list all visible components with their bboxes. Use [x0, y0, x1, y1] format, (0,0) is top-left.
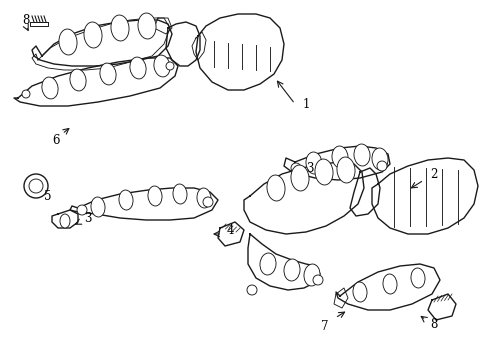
Polygon shape: [30, 22, 48, 26]
Polygon shape: [349, 168, 379, 216]
Polygon shape: [333, 288, 347, 308]
Polygon shape: [371, 158, 477, 234]
Ellipse shape: [353, 144, 369, 166]
Circle shape: [312, 275, 323, 285]
Ellipse shape: [59, 29, 77, 55]
Ellipse shape: [336, 157, 354, 183]
Ellipse shape: [314, 159, 332, 185]
Polygon shape: [154, 18, 172, 34]
Ellipse shape: [305, 152, 322, 174]
Polygon shape: [244, 162, 363, 234]
Ellipse shape: [119, 190, 133, 210]
Circle shape: [290, 163, 301, 173]
Ellipse shape: [382, 274, 396, 294]
Ellipse shape: [148, 186, 162, 206]
Polygon shape: [427, 294, 455, 320]
Ellipse shape: [197, 188, 211, 208]
Text: 2: 2: [429, 168, 437, 181]
Circle shape: [22, 90, 30, 98]
Polygon shape: [284, 146, 389, 180]
Circle shape: [376, 161, 386, 171]
Ellipse shape: [266, 175, 285, 201]
Polygon shape: [70, 188, 218, 220]
Ellipse shape: [410, 268, 424, 288]
Ellipse shape: [111, 15, 129, 41]
Polygon shape: [196, 14, 284, 90]
Polygon shape: [247, 234, 319, 290]
Text: 5: 5: [44, 189, 52, 202]
Text: 6: 6: [52, 134, 60, 147]
Polygon shape: [52, 210, 78, 228]
Ellipse shape: [331, 146, 347, 168]
Ellipse shape: [173, 184, 186, 204]
Ellipse shape: [60, 214, 70, 228]
Text: 3: 3: [305, 162, 313, 175]
Text: 3: 3: [84, 211, 92, 225]
Text: 8: 8: [22, 13, 30, 27]
Ellipse shape: [290, 165, 308, 191]
Circle shape: [246, 285, 257, 295]
Text: 8: 8: [429, 318, 437, 330]
Circle shape: [203, 197, 213, 207]
Circle shape: [77, 205, 87, 215]
Text: 4: 4: [226, 224, 233, 237]
Ellipse shape: [84, 22, 102, 48]
Polygon shape: [32, 20, 172, 66]
Polygon shape: [14, 58, 178, 106]
Ellipse shape: [91, 197, 105, 217]
Circle shape: [29, 179, 43, 193]
Ellipse shape: [130, 57, 146, 79]
Ellipse shape: [154, 55, 170, 77]
Ellipse shape: [304, 264, 319, 286]
Ellipse shape: [138, 13, 156, 39]
Ellipse shape: [42, 77, 58, 99]
Ellipse shape: [371, 148, 387, 170]
Ellipse shape: [100, 63, 116, 85]
Polygon shape: [218, 222, 244, 246]
Polygon shape: [165, 22, 200, 66]
Polygon shape: [335, 264, 439, 310]
Polygon shape: [192, 32, 205, 60]
Text: 7: 7: [321, 320, 328, 333]
Ellipse shape: [260, 253, 275, 275]
Circle shape: [24, 174, 48, 198]
Ellipse shape: [284, 259, 300, 281]
Ellipse shape: [352, 282, 366, 302]
Circle shape: [165, 62, 174, 70]
Text: 1: 1: [302, 98, 309, 111]
Ellipse shape: [70, 69, 86, 91]
